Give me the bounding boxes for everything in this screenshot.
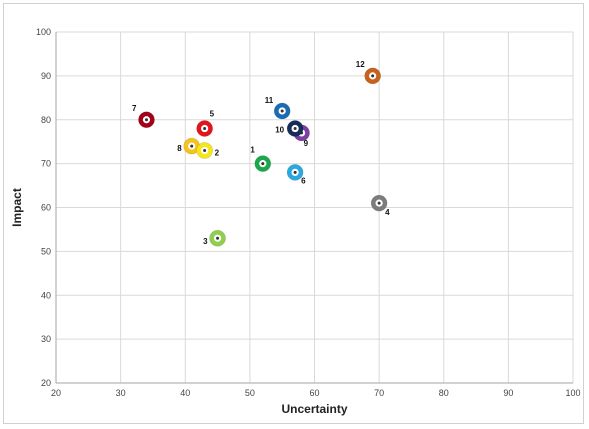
point-center	[216, 236, 220, 240]
data-point-11: 11	[265, 96, 291, 120]
point-center	[261, 162, 265, 166]
x-axis-title: Uncertainty	[281, 402, 347, 416]
data-point-8: 8	[177, 137, 201, 155]
data-point-5: 5	[196, 110, 215, 137]
y-tick-label: 80	[41, 115, 51, 125]
data-point-12: 12	[356, 60, 381, 85]
grid	[55, 31, 574, 384]
x-tick-label: 20	[51, 388, 61, 398]
y-axis-title: Impact	[10, 188, 24, 227]
point-label: 10	[275, 126, 284, 135]
point-center	[293, 127, 297, 131]
axes	[55, 32, 573, 384]
point-center	[371, 74, 375, 78]
x-tick-label: 100	[565, 388, 580, 398]
x-tick-label: 70	[374, 388, 384, 398]
point-label: 1	[250, 146, 255, 155]
point-label: 11	[265, 96, 274, 105]
data-point-7: 7	[132, 104, 155, 129]
point-label: 4	[385, 208, 390, 217]
data-point-3: 3	[203, 229, 226, 247]
x-tick-label: 80	[439, 388, 449, 398]
data-point-10: 10	[275, 120, 304, 137]
point-center	[280, 109, 284, 113]
tick-labels: 20 30 40 50 60 70 80 90 100 20 30 40 50 60 70 80 90 100	[36, 27, 581, 398]
point-label: 12	[356, 60, 365, 69]
point-center	[190, 144, 194, 148]
y-tick-label: 50	[41, 246, 51, 256]
point-center	[293, 170, 297, 174]
y-tick-label: 70	[41, 159, 51, 169]
y-tick-label: 90	[41, 71, 51, 81]
x-tick-label: 50	[245, 388, 255, 398]
data-point-4: 4	[370, 194, 390, 217]
point-label: 3	[203, 237, 208, 246]
x-tick-label: 30	[116, 388, 126, 398]
data-point-6: 6	[286, 164, 306, 185]
x-tick-label: 40	[180, 388, 190, 398]
point-label: 2	[215, 148, 220, 157]
data-points: 3 4 6 1 12 7 8 2 5 11 9 10	[132, 60, 390, 247]
y-tick-label: 20	[41, 378, 51, 388]
chart-frame: 20 30 40 50 60 70 80 90 100 20 30 40 50 60 70 80 90 100 3…	[3, 3, 584, 424]
point-label: 7	[132, 104, 137, 113]
y-tick-label: 60	[41, 203, 51, 213]
point-label: 5	[210, 110, 215, 119]
y-tick-label: 30	[41, 334, 51, 344]
x-tick-label: 60	[309, 388, 319, 398]
point-center	[203, 127, 207, 131]
point-label: 8	[177, 144, 182, 153]
point-label: 9	[304, 139, 309, 148]
y-tick-label: 100	[36, 27, 51, 37]
point-label: 6	[301, 176, 306, 185]
data-point-2: 2	[196, 142, 220, 159]
scatter-chart: 20 30 40 50 60 70 80 90 100 20 30 40 50 60 70 80 90 100 3…	[10, 27, 581, 416]
y-tick-label: 40	[41, 290, 51, 300]
data-point-1: 1	[250, 146, 272, 172]
point-center	[144, 118, 148, 122]
point-center	[377, 201, 381, 205]
point-center	[203, 148, 207, 152]
x-tick-label: 90	[503, 388, 513, 398]
